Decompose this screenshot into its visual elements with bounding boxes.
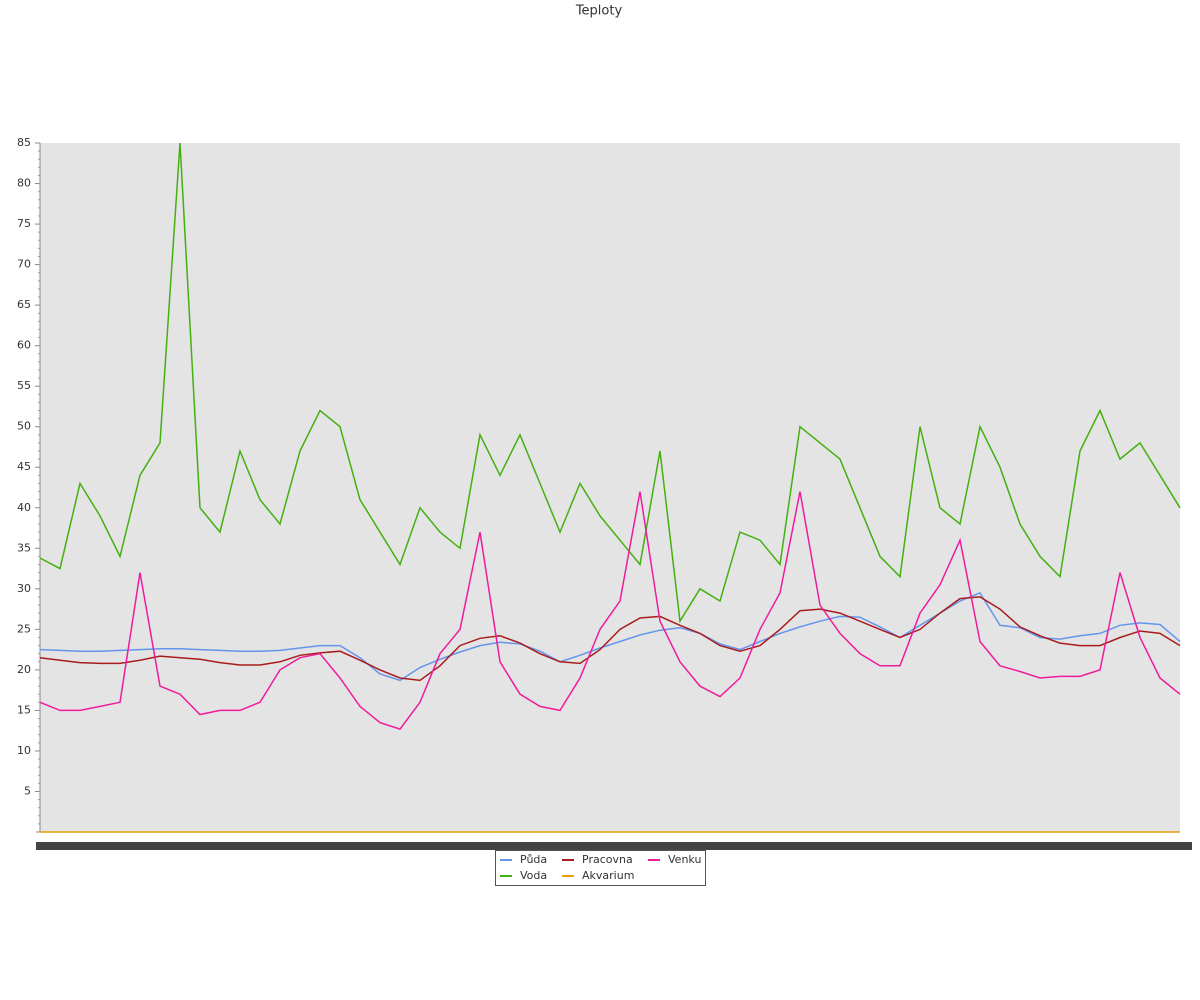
x-tick-labels-band [36, 842, 1192, 850]
chart-title: Teploty [575, 4, 623, 19]
y-tick-label: 85 [17, 136, 31, 149]
series-line [39, 142, 1181, 624]
y-tick-label: 35 [17, 541, 31, 554]
y-tick-label: 10 [17, 744, 31, 757]
y-tick-label: 25 [17, 622, 31, 635]
legend [495, 850, 706, 886]
y-tick-label: 45 [17, 460, 31, 473]
legend-label: Pracovna [582, 853, 633, 866]
y-tick-label: 65 [17, 298, 31, 311]
y-tick-label: 50 [17, 420, 31, 433]
y-tick-label: 55 [17, 379, 31, 392]
legend-label: Voda [520, 869, 547, 882]
y-tick-label: 20 [17, 663, 31, 676]
y-tick-label: 5 [24, 784, 31, 797]
legend-label: Venku [668, 853, 701, 866]
y-tick-label: 15 [17, 703, 31, 716]
y-tick-label: 40 [17, 501, 31, 514]
series-line [39, 596, 1181, 682]
legend-label: Akvarium [582, 869, 634, 882]
y-tick-label: 60 [17, 339, 31, 352]
y-tick-label: 70 [17, 258, 31, 271]
plot-area [40, 143, 1180, 832]
series-line [39, 591, 1181, 682]
series-line [39, 491, 1181, 730]
y-tick-label: 80 [17, 177, 31, 190]
legend-label: Půda [520, 853, 547, 866]
y-tick-label: 30 [17, 582, 31, 595]
y-tick-label: 75 [17, 217, 31, 230]
